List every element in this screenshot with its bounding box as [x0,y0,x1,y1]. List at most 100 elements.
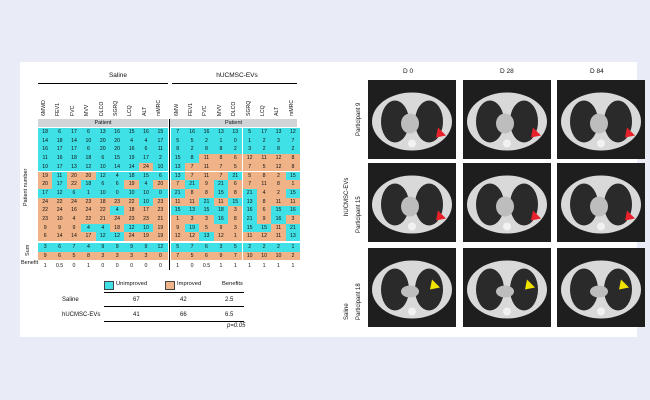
ct-day-28: D 28 [500,68,514,75]
table-cell-ev: 6 [256,206,272,215]
ct-arrow-marker [525,279,535,290]
table-cell-ev: 18 [213,206,229,215]
table-cell-ev: 8 [228,215,243,224]
table-cell-saline: 18 [38,128,53,137]
sum-improved-saline: 5 [66,251,82,261]
benefit-ev: 1 [242,261,257,271]
ct-arrow-marker [531,127,541,138]
table-cell-saline: 23 [110,197,125,207]
table-cell-ev: 7 [184,171,200,181]
table-cell-ev: 21 [213,180,229,189]
sum-unimproved-saline: 12 [153,243,168,252]
sum-unimproved-saline: 9 [110,243,125,252]
benefit-saline: 0 [95,261,110,271]
sum-unimproved-ev: 7 [184,243,200,252]
column-header-saline: MVV [84,104,91,116]
ct-scan-image [557,80,645,159]
table-cell-ev: 11 [213,197,229,207]
sum-unimproved-saline: 9 [124,243,139,252]
summary-rule-top [104,292,244,293]
benefit-ev: 1 [170,261,185,271]
table-cell-ev: 9 [170,223,185,233]
table-cell-saline: 10 [138,188,154,198]
table-cell-ev: 16 [285,206,301,215]
table-cell-ev: 2 [199,136,214,146]
summary-saline-name: Saline [62,297,79,303]
sum-improved-saline: 6 [52,251,67,261]
column-header-saline: FVC [69,105,76,116]
table-cell-saline: 10 [52,215,67,224]
table-cell-saline: 15 [138,171,154,181]
sum-improved-saline: 0 [153,251,168,261]
table-cell-saline: 17 [153,136,168,146]
table-cell-ev: 13 [285,232,301,242]
table-cell-saline: 10 [138,223,154,233]
table-cell-ev: 13 [213,128,229,137]
table-cell-ev: 1 [213,136,229,146]
summary-ev-improved: 66 [180,312,187,318]
table-cell-saline: 6 [38,232,53,242]
table-cell-ev: 7 [242,180,257,189]
summary-ev-unimproved: 41 [133,312,140,318]
table-cell-ev: 11 [271,232,286,242]
table-cell-ev: 13 [184,206,200,215]
table-cell-ev: 13 [271,128,286,137]
table-cell-saline: 14 [110,162,125,172]
table-cell-ev: 8 [213,154,229,163]
sum-unimproved-saline: 9 [138,243,154,252]
table-cell-ev: 5 [242,128,257,137]
table-cell-saline: 6 [52,128,67,137]
table-cell-ev: 5 [242,171,257,181]
group-line-ev [172,83,297,84]
table-cell-saline: 2 [153,154,168,163]
table-cell-ev: 13 [228,128,243,137]
sum-unimproved-ev: 5 [170,243,185,252]
table-cell-saline: 12 [110,232,125,242]
table-cell-ev: 12 [256,232,272,242]
summary-saline-improved: 42 [180,297,187,303]
table-cell-saline: 13 [66,162,82,172]
table-cell-ev: 11 [285,197,301,207]
table-cell-saline: 9 [52,223,67,233]
table-cell-ev: 21 [242,188,257,198]
table-cell-saline: 10 [95,162,110,172]
table-cell-ev: 13 [170,171,185,181]
benefit-ev: 1 [256,261,272,271]
table-cell-ev: 13 [242,197,257,207]
table-cell-ev: 12 [285,128,301,137]
ct-arrow-marker [436,127,446,138]
table-cell-saline: 22 [38,206,53,215]
column-header-ev: 6MW [173,103,180,116]
table-cell-saline: 17 [81,232,96,242]
column-header-ev: DLCO [231,101,238,116]
group-line-saline [38,83,168,84]
table-cell-saline: 11 [38,154,53,163]
table-cell-ev: 8 [184,154,200,163]
ct-group-saline: Saline [344,303,350,320]
table-cell-saline: 10 [153,162,168,172]
table-cell-saline: 14 [66,232,82,242]
sum-unimproved-ev: 1 [285,243,301,252]
table-cell-ev: 8 [184,188,200,198]
table-cell-saline: 24 [38,197,53,207]
table-cell-ev: 8 [199,145,214,155]
benefit-ev: 0 [184,261,200,271]
table-cell-saline: 6 [153,171,168,181]
table-cell-ev: 3 [199,215,214,224]
sum-improved-ev: 10 [242,251,257,261]
ct-arrow-marker [625,127,635,138]
sum-improved-ev: 6 [199,251,214,261]
benefit-saline: 0 [153,261,168,271]
sum-unimproved-saline: 7 [66,243,82,252]
table-cell-ev: 11 [271,197,286,207]
table-cell-saline: 14 [66,136,82,146]
table-cell-saline: 17 [52,180,67,189]
table-cell-saline: 17 [38,188,53,198]
summary-ev-benefits: 6.5 [225,312,234,318]
table-cell-saline: 19 [153,223,168,233]
column-header-saline: SGRQ [113,100,119,116]
table-cell-saline: 16 [138,128,154,137]
table-cell-ev: 8 [271,180,286,189]
table-cell-ev: 21 [199,197,214,207]
table-cell-ev: 7 [213,171,229,181]
